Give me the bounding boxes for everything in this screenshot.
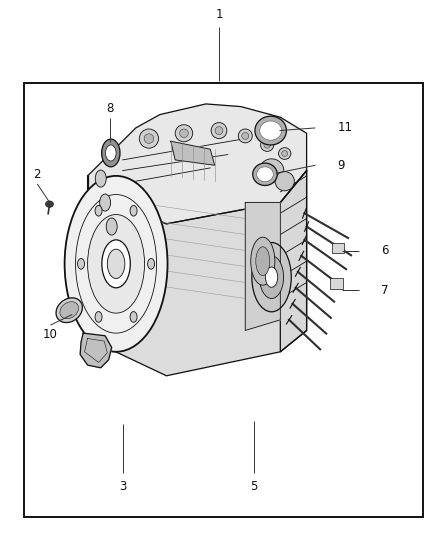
Bar <box>24 83 423 517</box>
Ellipse shape <box>259 159 284 182</box>
Ellipse shape <box>102 139 120 167</box>
Ellipse shape <box>261 139 274 151</box>
Ellipse shape <box>46 201 53 207</box>
Ellipse shape <box>175 125 193 142</box>
Ellipse shape <box>102 240 131 288</box>
Polygon shape <box>88 104 307 224</box>
Ellipse shape <box>60 302 78 319</box>
Polygon shape <box>88 171 307 376</box>
Ellipse shape <box>106 145 116 161</box>
Polygon shape <box>245 203 280 330</box>
Text: 11: 11 <box>337 122 352 134</box>
Text: 5: 5 <box>251 480 258 492</box>
Polygon shape <box>171 141 215 165</box>
Ellipse shape <box>99 194 110 211</box>
Polygon shape <box>280 171 307 352</box>
Ellipse shape <box>264 142 271 148</box>
Ellipse shape <box>65 176 167 352</box>
Ellipse shape <box>215 126 223 134</box>
Ellipse shape <box>144 134 154 143</box>
Ellipse shape <box>148 259 155 269</box>
Ellipse shape <box>260 121 282 140</box>
Bar <box>332 243 344 253</box>
Text: 8: 8 <box>107 102 114 115</box>
Polygon shape <box>80 333 112 368</box>
Ellipse shape <box>139 129 159 148</box>
Text: 6: 6 <box>381 244 389 257</box>
Text: 1: 1 <box>215 9 223 21</box>
Ellipse shape <box>251 237 275 285</box>
Ellipse shape <box>253 163 277 185</box>
Ellipse shape <box>238 129 252 143</box>
Ellipse shape <box>107 249 125 278</box>
Ellipse shape <box>130 312 137 322</box>
Ellipse shape <box>180 129 188 138</box>
Ellipse shape <box>56 298 82 322</box>
Ellipse shape <box>275 172 294 191</box>
Ellipse shape <box>282 150 288 157</box>
Text: 7: 7 <box>381 284 389 297</box>
Ellipse shape <box>279 148 291 159</box>
Text: 10: 10 <box>43 328 58 341</box>
Ellipse shape <box>95 312 102 322</box>
Ellipse shape <box>88 214 145 313</box>
Ellipse shape <box>259 256 284 298</box>
Text: 2: 2 <box>33 168 41 181</box>
Bar <box>330 278 343 289</box>
Ellipse shape <box>95 205 102 216</box>
Ellipse shape <box>257 167 273 182</box>
Ellipse shape <box>130 205 137 216</box>
Ellipse shape <box>78 259 85 269</box>
Ellipse shape <box>211 123 227 139</box>
Ellipse shape <box>95 170 106 187</box>
Ellipse shape <box>256 247 270 276</box>
Ellipse shape <box>242 133 249 140</box>
Ellipse shape <box>76 195 157 333</box>
Text: 9: 9 <box>337 159 345 172</box>
Ellipse shape <box>106 218 117 235</box>
Text: 3: 3 <box>119 480 126 492</box>
Ellipse shape <box>255 116 286 145</box>
Ellipse shape <box>252 243 291 312</box>
Ellipse shape <box>265 267 278 287</box>
